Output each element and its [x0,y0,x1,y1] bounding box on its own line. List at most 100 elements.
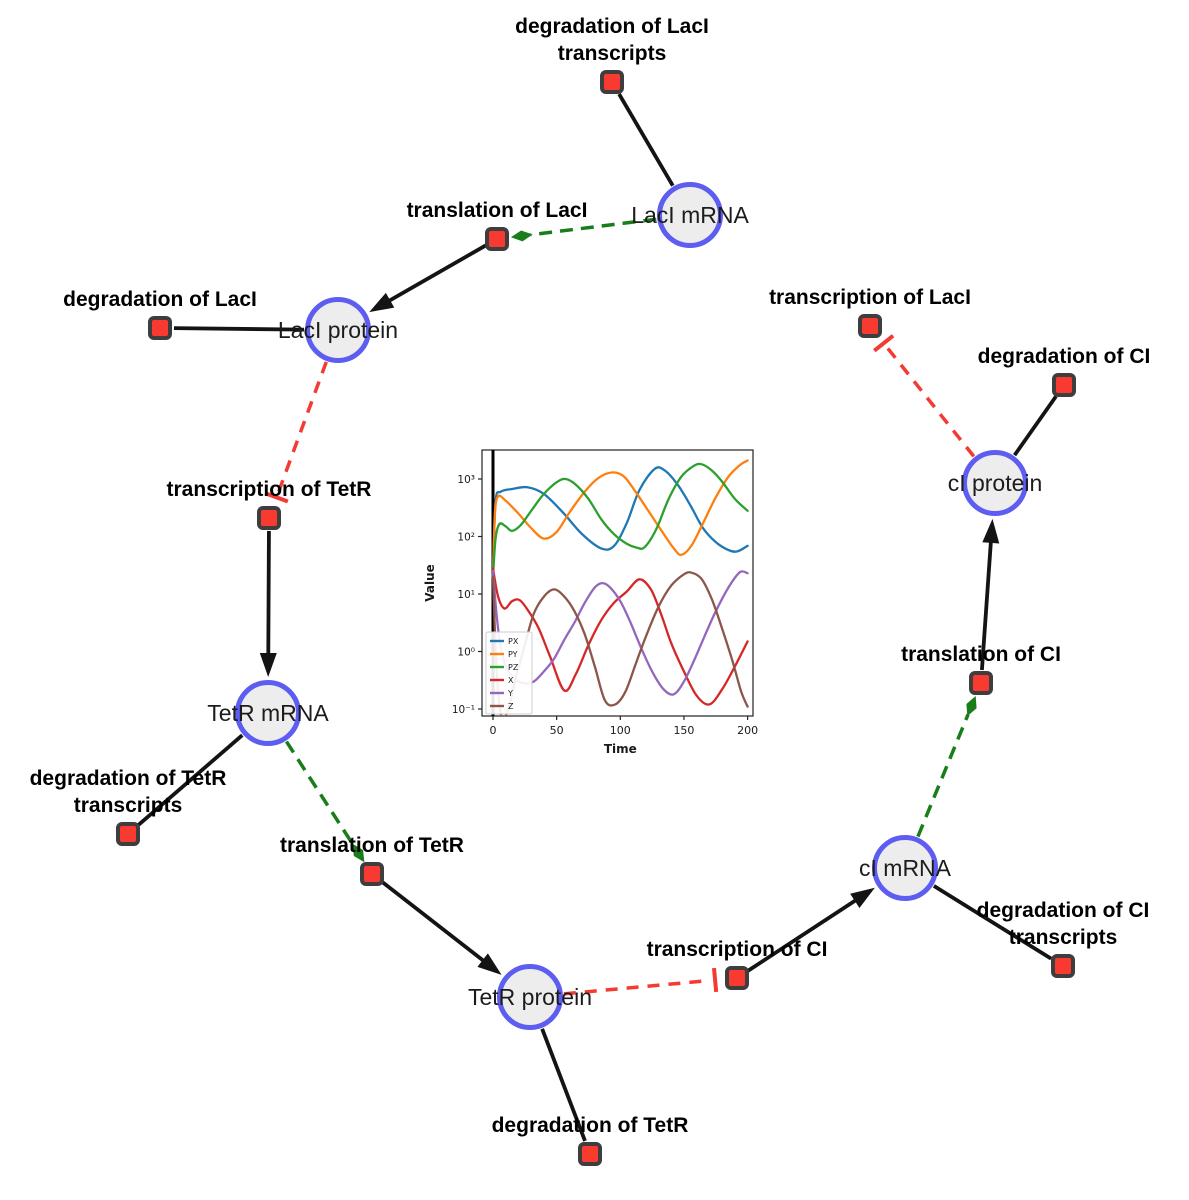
species-label-tetr_protein: TetR protein [467,984,592,1010]
reaction-label-deg_ci: degradation of CI [884,343,1189,370]
reaction-label-deg_ci_tx: degradation of CI transcripts [883,897,1189,951]
reaction-label-transl_laci: translation of LacI [317,197,677,224]
reaction-label-line: translation of CI [901,643,1061,666]
reaction-label-line: degradation of TetR [491,1114,689,1137]
reaction-node-txn_tetr[interactable] [257,506,281,530]
legend-label-PZ: PZ [508,663,519,672]
legend-label-PY: PY [508,650,518,659]
reaction-label-line: degradation of CI [976,899,1150,922]
reaction-label-line: degradation of LacI [515,15,709,38]
edge-production-transl_ci-to-ci_protein [980,532,994,671]
x-tick-label: 150 [673,724,694,737]
x-tick-label: 200 [737,724,758,737]
reaction-node-txn_laci[interactable] [858,314,882,338]
legend-label-Y: Y [507,689,513,698]
reaction-node-deg_ci_tx[interactable] [1051,954,1075,978]
edge-production-txn_tetr-to-tetr_mrna [266,530,271,664]
modifier-diamond-icon [510,230,533,242]
reaction-label-txn_laci: transcription of LacI [690,284,1050,311]
reaction-label-deg_tetr_tx: degradation of TetR transcripts [0,765,308,819]
species-label-laci_mrna: LacI mRNA [631,202,749,228]
reaction-label-line: degradation of CI [977,345,1151,368]
arrowhead-icon [259,652,277,678]
arrowhead-icon [477,953,502,975]
edge-production-transl_laci-to-laci_protein [380,243,487,307]
y-tick-label: 10¹ [457,589,475,601]
reaction-label-line: translation of LacI [406,199,588,222]
reaction-label-line: transcription of TetR [166,478,372,501]
reaction-node-transl_ci[interactable] [969,671,993,695]
species-node-laci_mrna[interactable] [657,182,723,248]
edge-inhibition-ci_protein-to-txn_laci [885,346,976,458]
inhibition-tee-icon [873,334,895,353]
reaction-node-transl_laci[interactable] [485,227,509,251]
reaction-node-deg_ci[interactable] [1052,373,1076,397]
inhibition-tee-icon [712,967,719,993]
edge-consumption-tetr_protein-to-deg_tetr [540,1028,587,1142]
y-axis-label: Value [423,564,437,602]
series-line-PZ [491,462,749,578]
reaction-label-line: transcription of LacI [769,286,971,309]
x-axis-label: Time [604,742,637,756]
modifier-diamond-icon [352,843,365,863]
reaction-label-line: transcripts [73,794,183,817]
edge-consumption-ci_protein-to-deg_ci [1013,395,1058,457]
reaction-label-line: degradation of LacI [63,288,257,311]
reaction-node-deg_tetr_tx[interactable] [116,822,140,846]
legend-label-Z: Z [508,702,514,711]
edge-production-txn_ci-to-ci_mrna [746,893,865,973]
reaction-label-txn_tetr: transcription of TetR [89,476,449,503]
reaction-label-transl_tetr: translation of TetR [192,832,552,859]
reaction-label-transl_ci: translation of CI [801,641,1161,668]
reaction-label-deg_tetr: degradation of TetR [410,1112,770,1139]
x-tick-label: 100 [610,724,631,737]
reaction-label-line: degradation of TetR [29,767,227,790]
reaction-node-transl_tetr[interactable] [360,862,384,886]
species-node-ci_protein[interactable] [962,450,1028,516]
edge-inhibition-laci_protein-to-txn_tetr [276,361,328,494]
reaction-node-deg_laci_tx[interactable] [600,70,624,94]
reaction-label-line: translation of TetR [280,834,464,857]
edge-consumption-laci_mrna-to-deg_laci_tx [617,93,675,187]
reaction-label-line: transcripts [557,42,667,65]
time-series-inset-chart: 0 50 100 150 200 10⁻¹ 10⁰ 10¹ 10² 10³ Time Value PX P… [420,438,772,770]
x-tick-label: 0 [490,724,497,737]
legend-label-PX: PX [508,637,519,646]
arrowhead-icon [982,518,1000,544]
inhibition-tee-icon [264,491,289,504]
species-label-laci_protein: LacI protein [277,317,399,343]
species-label-ci_protein: cI protein [947,470,1043,496]
arrowhead-icon [850,887,875,908]
edge-modifier-ci_mrna-to-transl_ci [916,713,970,838]
reaction-label-deg_laci: degradation of LacI [0,286,340,313]
species-label-ci_mrna: cI mRNA [859,855,951,881]
reaction-node-txn_ci[interactable] [725,966,749,990]
y-tick-label: 10² [457,532,475,544]
edge-production-transl_tetr-to-tetr_protein [381,880,492,968]
edge-consumption-laci_protein-to-deg_laci [173,326,305,332]
y-tick-label: 10⁰ [457,647,475,659]
series-line-X [491,567,749,706]
reaction-node-deg_laci[interactable] [148,316,172,340]
edge-consumption-ci_mrna-to-deg_ci_tx [932,884,1053,961]
species-node-tetr_mrna[interactable] [235,680,301,746]
legend-label-X: X [508,676,514,685]
species-label-tetr_mrna: TetR mRNA [207,700,329,726]
species-node-tetr_protein[interactable] [497,964,563,1030]
species-node-ci_mrna[interactable] [872,835,938,901]
reaction-label-line: transcription of CI [646,938,828,961]
reaction-node-deg_tetr[interactable] [578,1142,602,1166]
y-tick-label: 10³ [457,474,475,486]
reaction-label-line: transcripts [1008,926,1118,949]
species-node-laci_protein[interactable] [305,297,371,363]
reaction-label-deg_laci_tx: degradation of LacI transcripts [432,13,792,67]
series-line-PX [491,466,749,578]
series-line-PY [491,459,749,578]
edge-modifier-laci_mrna-to-transl_laci [530,217,657,237]
arrowhead-icon [369,292,395,313]
edge-inhibition-tetr_protein-to-txn_ci [563,978,711,996]
